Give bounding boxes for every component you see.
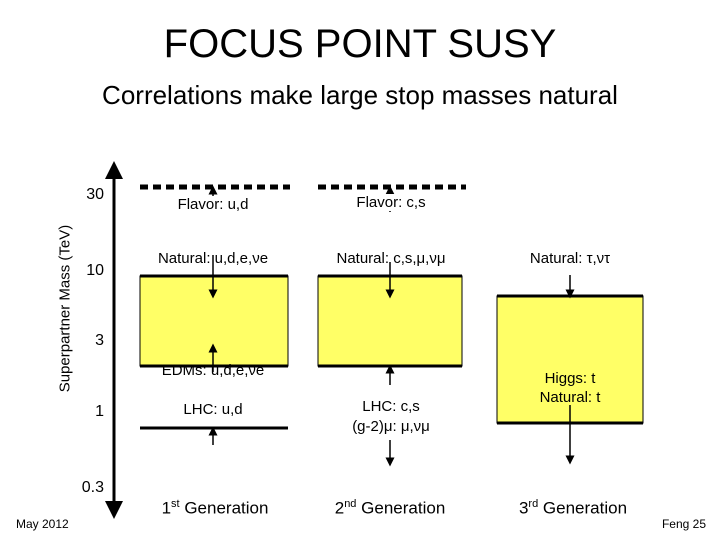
gen1-box bbox=[139, 275, 289, 367]
tick-1: 1 bbox=[95, 403, 104, 420]
slide-subtitle: Correlations make large stop masses natu… bbox=[102, 80, 618, 110]
tick-3: 3 bbox=[95, 332, 104, 349]
gen2-flavor-label: Flavor: c,s bbox=[316, 194, 466, 211]
tick-10: 10 bbox=[86, 262, 104, 279]
tick-30: 30 bbox=[86, 186, 104, 203]
gen3-higgs-label-line2: Natural: t bbox=[539, 389, 601, 406]
gen3-box bbox=[496, 295, 644, 424]
gen2-lhc-label-line2: (g-2)μ: μ,νμ bbox=[352, 418, 430, 435]
gen3-natural-label: Natural: τ,ντ bbox=[529, 250, 611, 267]
tick-0-3: 0.3 bbox=[81, 479, 104, 496]
gen1-label: 1st Generation bbox=[161, 498, 269, 518]
gen2-lhc-label-line1: LHC: c,s bbox=[362, 398, 420, 415]
y-axis-label: Superpartner Mass (TeV) bbox=[56, 224, 74, 393]
gen1-flavor-label: Flavor: u,d bbox=[138, 196, 288, 213]
gen1-lhc-label: LHC: u,d bbox=[183, 401, 243, 418]
gen3-higgs-label-line1: Higgs: t bbox=[544, 370, 596, 387]
footer-date: May 2012 bbox=[16, 517, 69, 531]
footer-page: Feng 25 bbox=[661, 517, 706, 531]
gen1-edm-label: EDMs: u,d,e,νe bbox=[161, 362, 265, 379]
gen2-label: 2nd Generation bbox=[334, 498, 446, 518]
gen2-natural-label: Natural: c,s,μ,νμ bbox=[336, 250, 446, 267]
slide-title: FOCUS POINT SUSY bbox=[163, 22, 557, 66]
gen1-natural-label: Natural: u,d,e,νe bbox=[157, 250, 269, 267]
gen3-label: 3rd Generation bbox=[518, 498, 628, 518]
